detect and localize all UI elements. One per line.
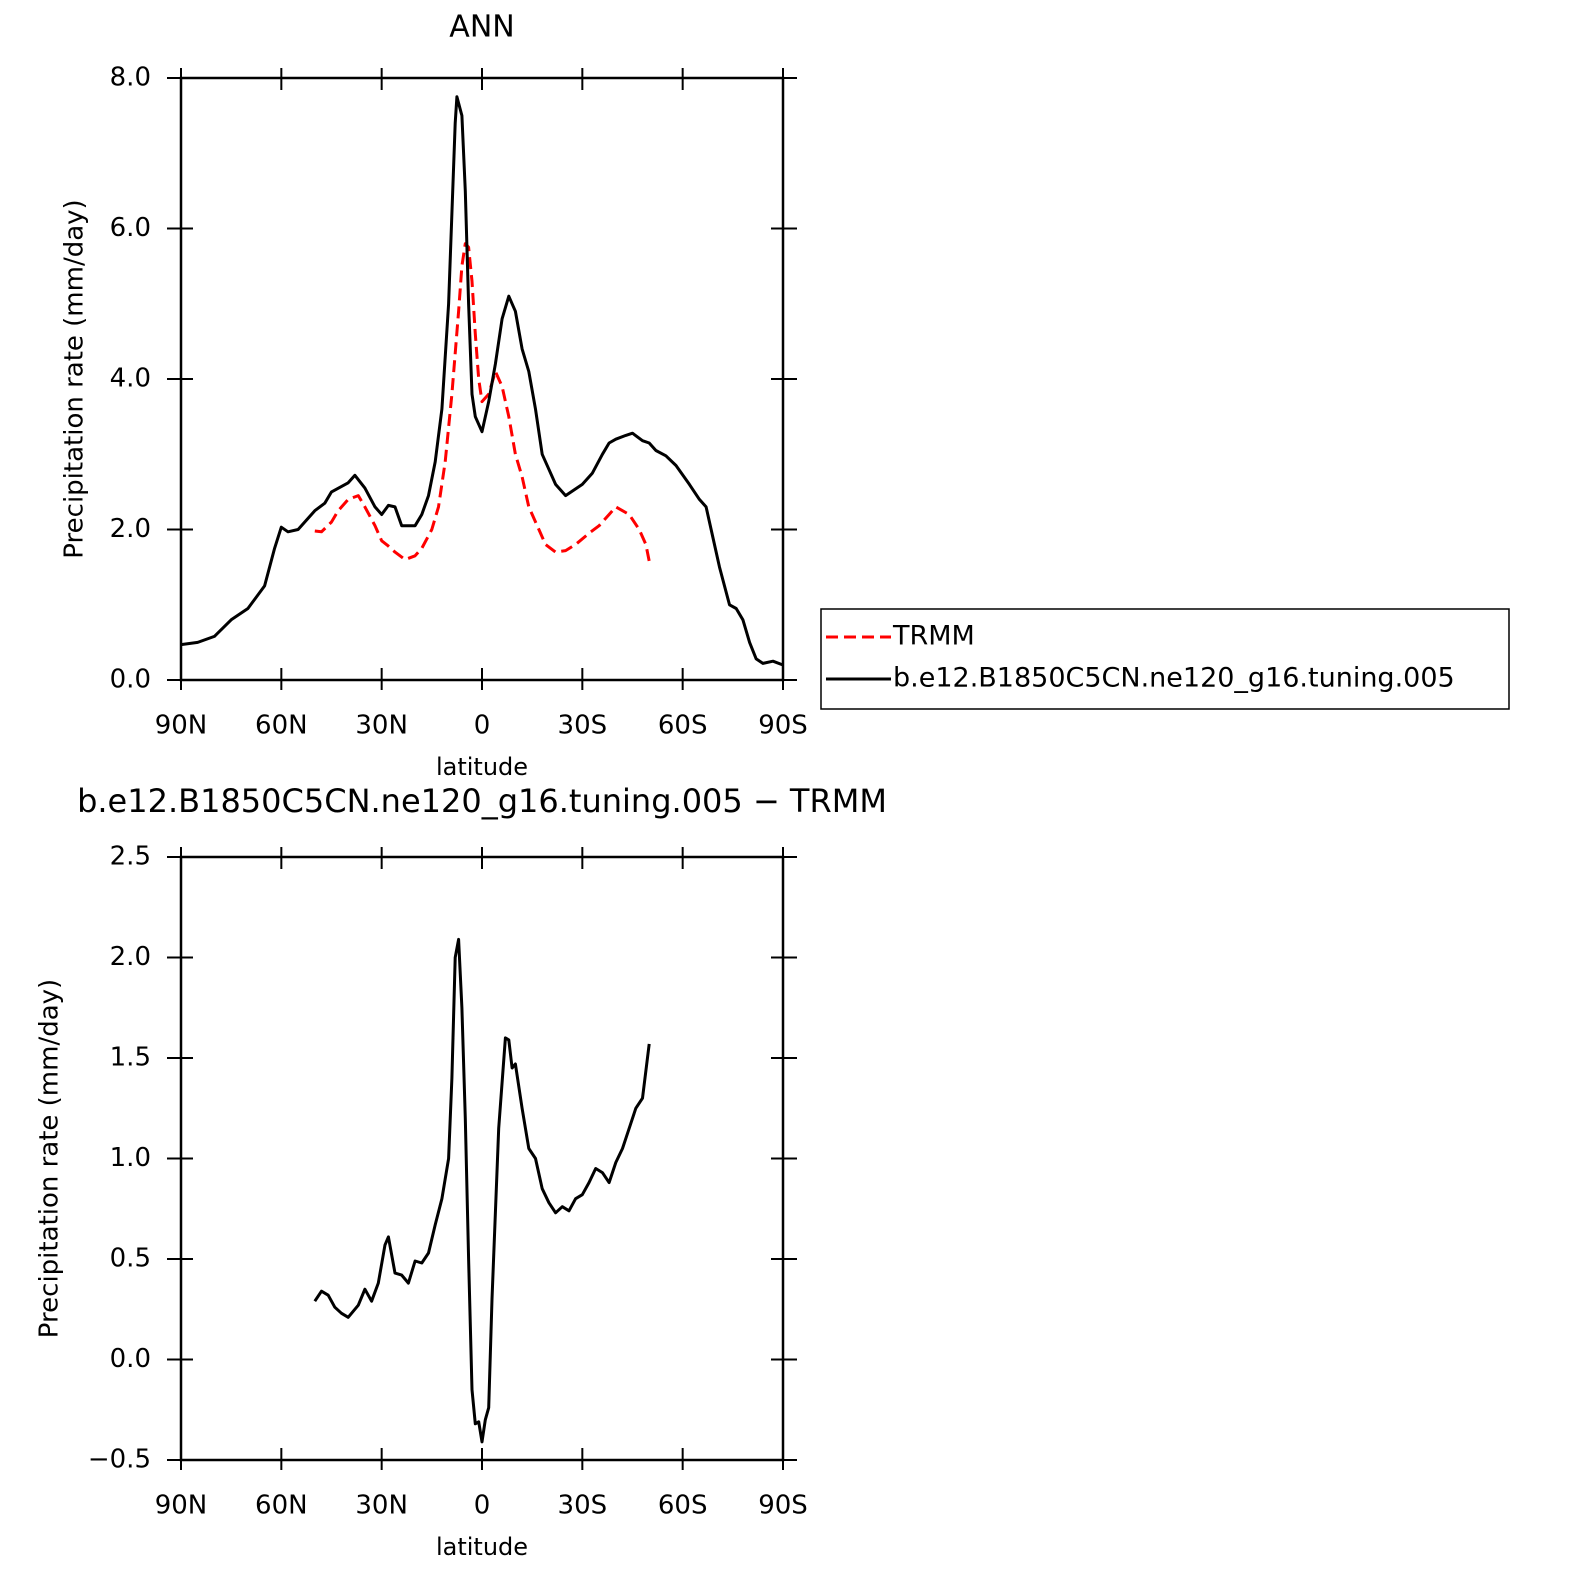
x-axis-label: latitude <box>436 1533 528 1561</box>
x-tick-label: 60N <box>255 711 308 741</box>
y-tick-label: 0.5 <box>110 1244 151 1274</box>
x-tick-label: 30S <box>558 1491 608 1521</box>
x-tick-label: 30N <box>355 1491 408 1521</box>
y-tick-label: 2.0 <box>110 942 151 972</box>
y-tick-label: 4.0 <box>110 364 151 394</box>
series-line <box>180 95 784 667</box>
chart-title: b.e12.B1850C5CN.ne120_g16.tuning.005 − T… <box>77 782 887 820</box>
legend-label: b.e12.B1850C5CN.ne120_g16.tuning.005 <box>893 663 1455 694</box>
plot-frame <box>179 855 785 1462</box>
y-tick-label: 1.0 <box>110 1143 151 1173</box>
y-tick-label: 1.5 <box>110 1043 151 1073</box>
y-axis-label: Precipitation rate (mm/day) <box>60 199 90 558</box>
x-tick-label: 0 <box>474 1491 491 1521</box>
chart-title: ANN <box>449 10 514 45</box>
x-tick-label: 90N <box>155 711 208 741</box>
x-tick-label: 90N <box>155 1491 208 1521</box>
x-tick-label: 0 <box>474 711 491 741</box>
series-line <box>314 242 651 562</box>
x-tick-label: 60N <box>255 1491 308 1521</box>
x-tick-label: 60S <box>658 711 708 741</box>
x-tick-label: 90S <box>758 711 808 741</box>
y-axis-label: Precipitation rate (mm/day) <box>35 979 65 1338</box>
x-axis-label: latitude <box>436 753 528 781</box>
x-tick-label: 30S <box>558 711 608 741</box>
legend-label: TRMM <box>892 621 975 652</box>
y-tick-label: 8.0 <box>110 63 151 93</box>
y-tick-label: 2.5 <box>110 842 151 872</box>
series-line <box>313 937 651 1444</box>
x-tick-label: 90S <box>758 1491 808 1521</box>
legend-box <box>820 608 1510 710</box>
x-tick-label: 30N <box>355 711 408 741</box>
y-tick-label: 0.0 <box>110 665 151 695</box>
y-tick-label: −0.5 <box>88 1445 151 1475</box>
x-tick-label: 60S <box>658 1491 708 1521</box>
y-tick-label: 2.0 <box>110 514 151 544</box>
y-tick-label: 6.0 <box>110 213 151 243</box>
plot-frame <box>179 76 785 682</box>
y-tick-label: 0.0 <box>110 1344 151 1374</box>
